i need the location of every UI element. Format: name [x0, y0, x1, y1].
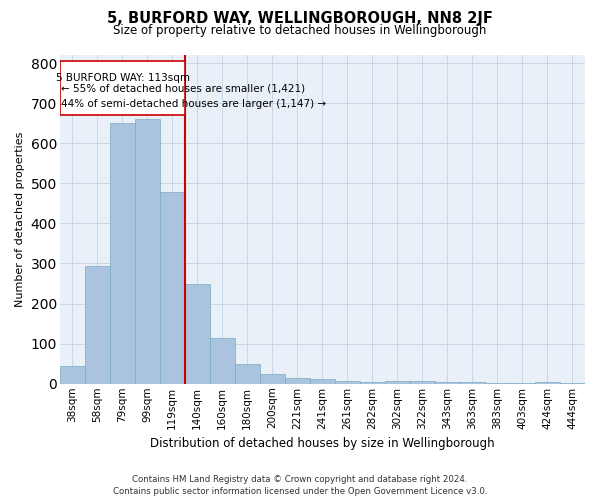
- Bar: [85, 266, 110, 384]
- Bar: [410, 382, 435, 384]
- Bar: [435, 382, 460, 384]
- Bar: [335, 380, 360, 384]
- Bar: [235, 364, 260, 384]
- Bar: [210, 338, 235, 384]
- Bar: [60, 366, 85, 384]
- Text: 5, BURFORD WAY, WELLINGBOROUGH, NN8 2JF: 5, BURFORD WAY, WELLINGBOROUGH, NN8 2JF: [107, 11, 493, 26]
- Bar: [385, 380, 410, 384]
- Bar: [485, 383, 510, 384]
- Text: ← 55% of detached houses are smaller (1,421): ← 55% of detached houses are smaller (1,…: [61, 83, 305, 93]
- Text: 44% of semi-detached houses are larger (1,147) →: 44% of semi-detached houses are larger (…: [61, 100, 326, 110]
- Bar: [460, 382, 485, 384]
- Bar: [260, 374, 285, 384]
- Y-axis label: Number of detached properties: Number of detached properties: [15, 132, 25, 307]
- Text: 5 BURFORD WAY: 113sqm: 5 BURFORD WAY: 113sqm: [56, 73, 190, 83]
- Bar: [110, 123, 135, 384]
- Text: Contains HM Land Registry data © Crown copyright and database right 2024.
Contai: Contains HM Land Registry data © Crown c…: [113, 474, 487, 496]
- Text: Size of property relative to detached houses in Wellingborough: Size of property relative to detached ho…: [113, 24, 487, 37]
- Bar: [185, 284, 210, 384]
- FancyBboxPatch shape: [60, 61, 185, 115]
- Bar: [535, 382, 560, 384]
- Bar: [360, 382, 385, 384]
- Bar: [135, 119, 160, 384]
- X-axis label: Distribution of detached houses by size in Wellingborough: Distribution of detached houses by size …: [150, 437, 494, 450]
- Bar: [285, 378, 310, 384]
- Bar: [310, 379, 335, 384]
- Bar: [160, 192, 185, 384]
